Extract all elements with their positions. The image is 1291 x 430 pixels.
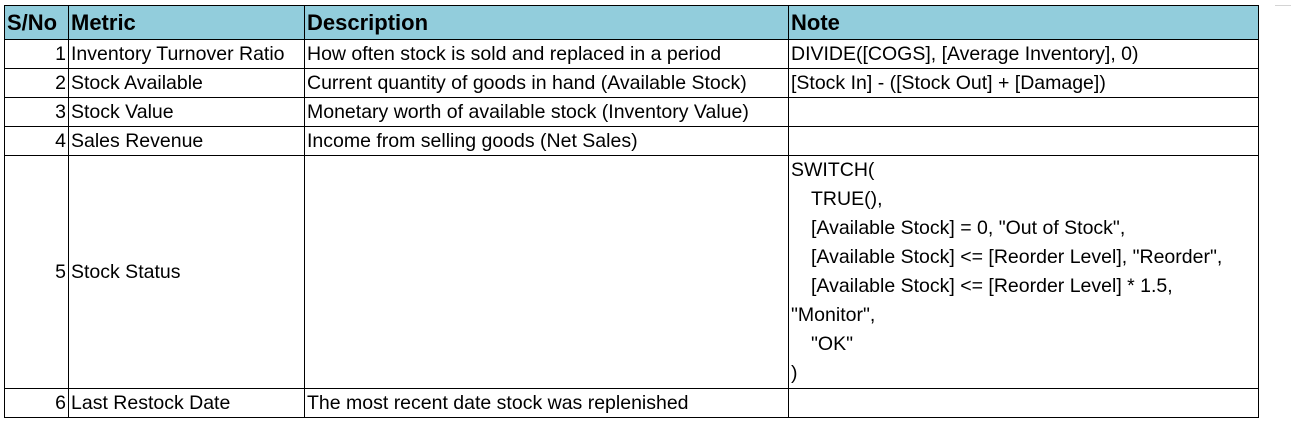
note-line: [Available Stock] = 0, "Out of Stock", [811,217,1126,239]
cell-sno[interactable]: 2 [4,68,69,98]
note-line: [Available Stock] <= [Reorder Level], "R… [811,246,1223,268]
table-row: 5 Stock Status SWITCH( TRUE(), [Availabl… [4,155,1259,389]
grid-tail [1275,5,1291,426]
note-line: TRUE(), [811,188,883,210]
cell-sno[interactable]: 1 [4,39,69,69]
cell-sno[interactable]: 3 [4,97,69,127]
cell-description[interactable]: Current quantity of goods in hand (Avail… [304,68,789,98]
cell-sno[interactable]: 4 [4,126,69,156]
cell-metric[interactable]: Stock Status [68,155,305,389]
cell-description[interactable]: Monetary worth of available stock (Inven… [304,97,789,127]
note-line: "Monitor", [791,304,876,326]
table-row: 6 Last Restock Date The most recent date… [4,388,1259,418]
cell-description[interactable] [304,155,789,389]
header-metric[interactable]: Metric [68,5,305,40]
cell-description[interactable]: Income from selling goods (Net Sales) [304,126,789,156]
header-note[interactable]: Note [788,5,1259,40]
spreadsheet-table: S/No Metric Description Note 1 Inventory… [4,5,1259,418]
cell-note[interactable]: [Stock In] - ([Stock Out] + [Damage]) [788,68,1259,98]
cell-description[interactable]: The most recent date stock was replenish… [304,388,789,418]
cell-note[interactable]: DIVIDE([COGS], [Average Inventory], 0) [788,39,1259,69]
cell-metric[interactable]: Stock Available [68,68,305,98]
table-row: 1 Inventory Turnover Ratio How often sto… [4,39,1259,69]
cell-note[interactable] [788,126,1259,156]
header-row: S/No Metric Description Note [4,5,1259,40]
note-line: "OK" [811,333,854,355]
note-line: SWITCH( [791,159,875,181]
note-line: ) [791,362,798,384]
table-row: 4 Sales Revenue Income from selling good… [4,126,1259,156]
cell-note[interactable]: SWITCH( TRUE(), [Available Stock] = 0, "… [788,155,1259,389]
cell-note[interactable] [788,388,1259,418]
cell-metric[interactable]: Last Restock Date [68,388,305,418]
cell-metric[interactable]: Inventory Turnover Ratio [68,39,305,69]
table-row: 3 Stock Value Monetary worth of availabl… [4,97,1259,127]
table-row: 2 Stock Available Current quantity of go… [4,68,1259,98]
cell-sno[interactable]: 5 [4,155,69,389]
cell-description[interactable]: How often stock is sold and replaced in … [304,39,789,69]
cell-metric[interactable]: Stock Value [68,97,305,127]
header-description[interactable]: Description [304,5,789,40]
header-sno[interactable]: S/No [4,5,69,40]
note-line: [Available Stock] <= [Reorder Level] * 1… [811,275,1173,297]
cell-sno[interactable]: 6 [4,388,69,418]
cell-note[interactable] [788,97,1259,127]
cell-metric[interactable]: Sales Revenue [68,126,305,156]
